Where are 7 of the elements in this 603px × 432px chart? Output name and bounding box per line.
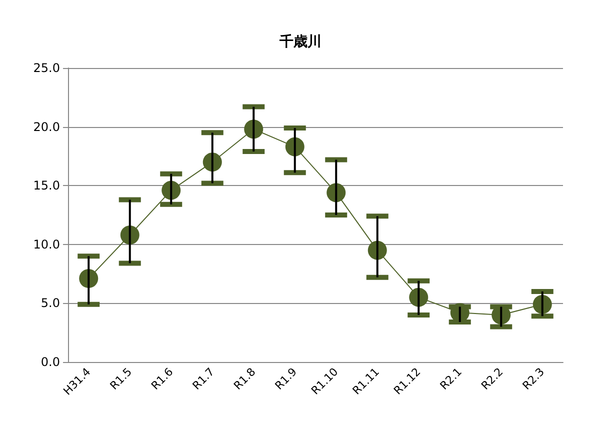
y-tick-label: 15.0 bbox=[33, 178, 60, 193]
y-tick-label: 10.0 bbox=[33, 237, 60, 252]
chart-title: 千歳川 bbox=[278, 33, 322, 50]
y-tick-label: 25.0 bbox=[33, 61, 60, 75]
y-tick-label: 0.0 bbox=[40, 355, 60, 369]
y-tick-label: 5.0 bbox=[40, 296, 60, 310]
y-tick-label: 20.0 bbox=[33, 120, 60, 134]
